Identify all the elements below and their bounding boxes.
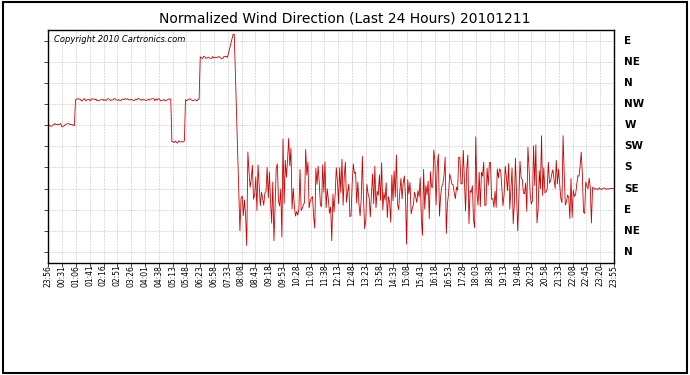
Text: E: E bbox=[624, 36, 631, 46]
Text: 13:23: 13:23 bbox=[361, 265, 371, 286]
Text: 19:13: 19:13 bbox=[499, 265, 509, 286]
Text: 09:18: 09:18 bbox=[264, 265, 274, 286]
Text: 06:58: 06:58 bbox=[209, 265, 219, 286]
Text: 01:41: 01:41 bbox=[85, 265, 95, 286]
Text: Normalized Wind Direction (Last 24 Hours) 20101211: Normalized Wind Direction (Last 24 Hours… bbox=[159, 11, 531, 25]
Text: 12:13: 12:13 bbox=[333, 265, 343, 286]
Text: 23:55: 23:55 bbox=[609, 265, 619, 286]
Text: N: N bbox=[624, 247, 633, 257]
Text: 10:28: 10:28 bbox=[292, 265, 302, 286]
Text: 09:53: 09:53 bbox=[278, 265, 288, 286]
Text: 20:58: 20:58 bbox=[540, 265, 550, 286]
Text: 04:38: 04:38 bbox=[154, 265, 164, 286]
Text: 08:08: 08:08 bbox=[237, 265, 246, 286]
Text: 02:16: 02:16 bbox=[99, 265, 108, 286]
Text: 11:03: 11:03 bbox=[306, 265, 315, 286]
Text: 13:58: 13:58 bbox=[375, 265, 384, 286]
Text: 03:26: 03:26 bbox=[126, 265, 136, 286]
Text: 22:08: 22:08 bbox=[568, 265, 578, 286]
Text: 05:48: 05:48 bbox=[181, 265, 191, 286]
Text: 17:28: 17:28 bbox=[457, 265, 467, 286]
Text: 20:23: 20:23 bbox=[526, 265, 536, 286]
Text: NE: NE bbox=[624, 226, 640, 236]
Text: 06:23: 06:23 bbox=[195, 265, 205, 286]
Text: 02:51: 02:51 bbox=[112, 265, 122, 286]
Text: 05:13: 05:13 bbox=[168, 265, 177, 286]
Text: 00:31: 00:31 bbox=[57, 265, 67, 286]
Text: 21:33: 21:33 bbox=[554, 265, 564, 286]
Text: 14:33: 14:33 bbox=[388, 265, 398, 286]
Text: 01:06: 01:06 bbox=[71, 265, 81, 286]
Text: W: W bbox=[624, 120, 636, 130]
Text: 15:08: 15:08 bbox=[402, 265, 412, 286]
Text: 22:45: 22:45 bbox=[582, 265, 591, 286]
Text: NW: NW bbox=[624, 99, 644, 109]
Text: SW: SW bbox=[624, 141, 644, 151]
Text: 18:38: 18:38 bbox=[485, 265, 495, 286]
Text: 18:03: 18:03 bbox=[471, 265, 481, 286]
Text: 04:01: 04:01 bbox=[140, 265, 150, 286]
Text: 12:48: 12:48 bbox=[347, 265, 357, 286]
Text: 08:43: 08:43 bbox=[250, 265, 260, 286]
Text: 23:20: 23:20 bbox=[595, 265, 605, 286]
Text: 23:56: 23:56 bbox=[43, 265, 53, 286]
Text: SE: SE bbox=[624, 183, 639, 194]
Text: S: S bbox=[624, 162, 632, 172]
Text: NE: NE bbox=[624, 57, 640, 67]
Text: 16:53: 16:53 bbox=[444, 265, 453, 286]
Text: 15:43: 15:43 bbox=[416, 265, 426, 286]
Text: 19:48: 19:48 bbox=[513, 265, 522, 286]
Text: E: E bbox=[624, 205, 631, 214]
Text: 07:33: 07:33 bbox=[223, 265, 233, 286]
Text: 16:18: 16:18 bbox=[430, 265, 440, 286]
Text: N: N bbox=[624, 78, 633, 88]
Text: 11:38: 11:38 bbox=[319, 265, 329, 286]
Text: Copyright 2010 Cartronics.com: Copyright 2010 Cartronics.com bbox=[54, 34, 186, 44]
